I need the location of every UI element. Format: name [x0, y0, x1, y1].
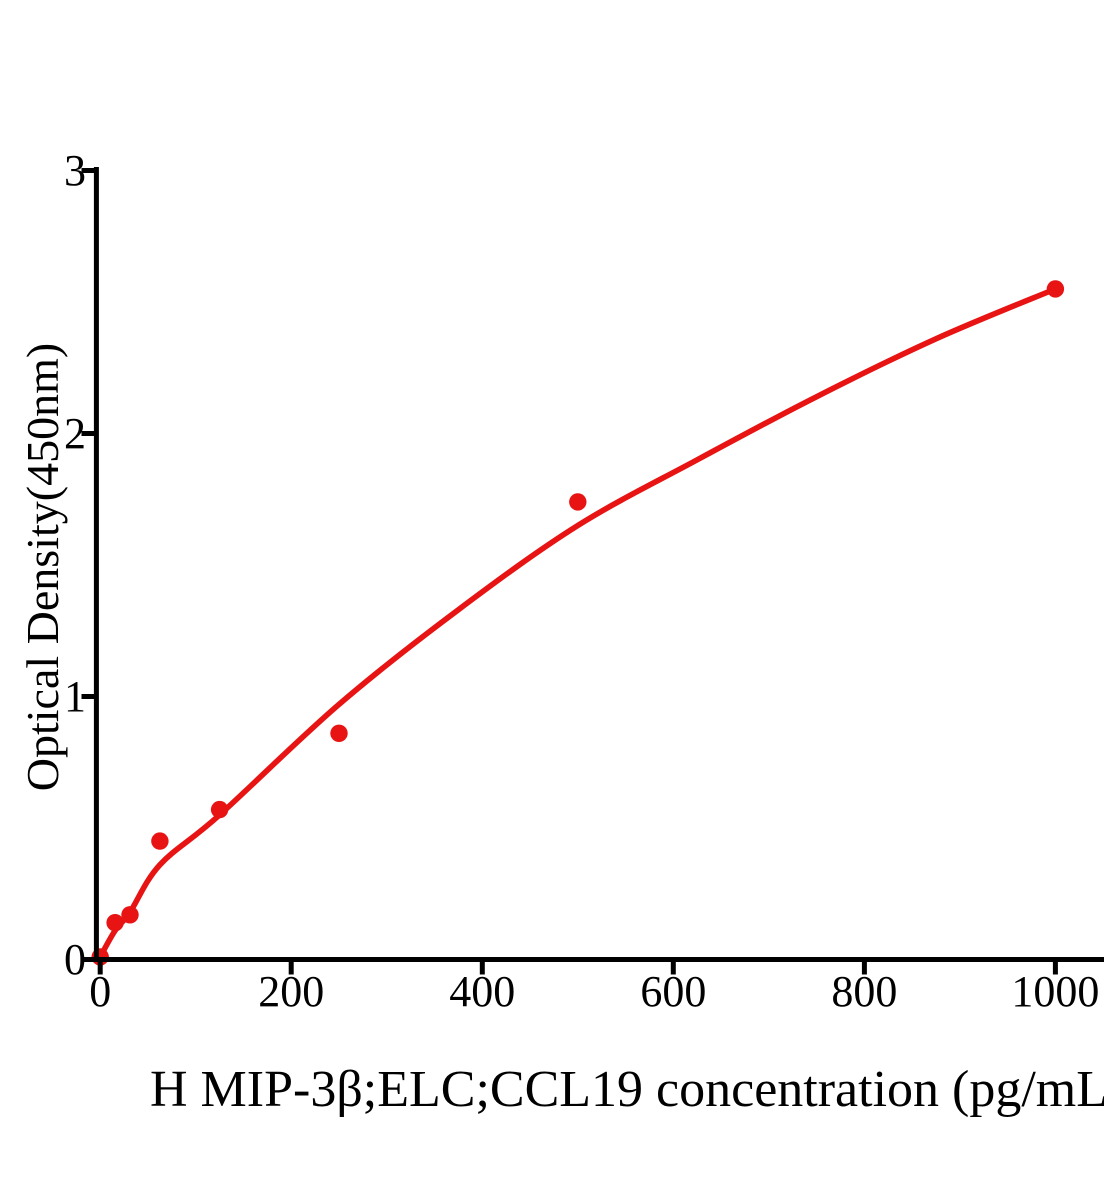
x-tick-label: 200 [258, 967, 325, 1016]
y-tick-label: 1 [64, 671, 86, 721]
data-point [210, 800, 229, 819]
y-tick-label: 2 [64, 408, 86, 458]
data-point [330, 724, 348, 742]
x-tick-label: 800 [831, 967, 898, 1016]
data-point [569, 493, 587, 511]
x-tick-label: 600 [640, 967, 707, 1016]
y-tick-label: 3 [64, 145, 86, 195]
data-point [106, 914, 124, 932]
data-point [121, 906, 139, 924]
y-tick-label: 0 [64, 934, 86, 984]
x-tick-label: 1000 [1011, 967, 1100, 1016]
x-tick-label: 0 [89, 967, 112, 1016]
fit-curve-line [97, 286, 1059, 960]
x-axis-title: H MIP-3β;ELC;CCL19 concentration (pg/mL) [150, 1061, 1104, 1118]
data-point [1046, 280, 1065, 298]
x-tick-label: 400 [449, 967, 516, 1016]
data-point [151, 832, 169, 850]
y-axis-title: Optical Density(450nm) [17, 342, 68, 792]
